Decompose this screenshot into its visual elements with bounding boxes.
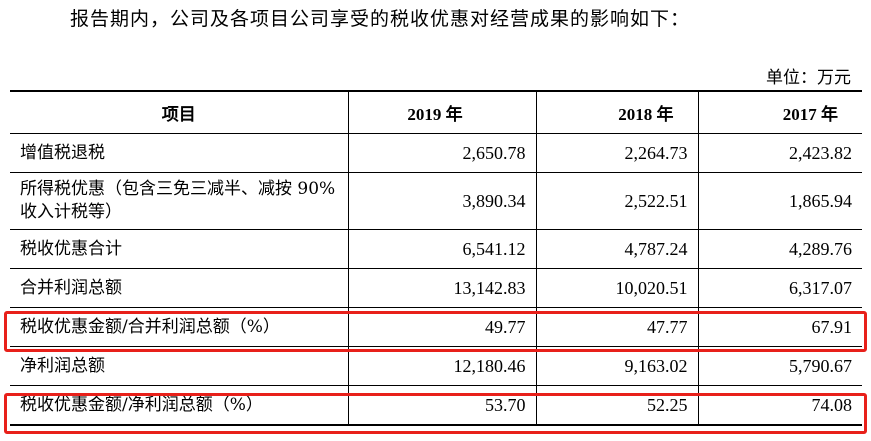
- header-2018: 2018 年: [535, 90, 698, 134]
- intro-paragraph: 报告期内，公司及各项目公司享受的税收优惠对经营成果的影响如下：: [70, 8, 691, 30]
- unit-label: 单位：万元: [766, 68, 851, 88]
- value-2018: 10,020.51: [535, 268, 698, 308]
- table-row: 所得税优惠（包含三免三减半、减按 90%收入计税等） 3,890.34 2,52…: [10, 172, 862, 230]
- value-2018: 47.77: [535, 307, 698, 347]
- header-2019: 2019 年: [347, 90, 536, 134]
- row-label: 合并利润总额: [10, 268, 348, 308]
- row-label: 税收优惠合计: [10, 229, 348, 269]
- table-row-highlighted: 税收优惠金额/合并利润总额（%） 49.77 47.77 67.91: [10, 307, 862, 347]
- value-2017: 6,317.07: [697, 268, 862, 308]
- header-item: 项目: [10, 90, 348, 134]
- table-row: 净利润总额 12,180.46 9,163.02 5,790.67: [10, 346, 862, 386]
- value-2019: 49.77: [347, 307, 536, 347]
- value-2017: 4,289.76: [697, 229, 862, 269]
- value-2017: 74.08: [697, 385, 862, 426]
- value-2018: 2,264.73: [535, 133, 698, 173]
- row-label: 所得税优惠（包含三免三减半、减按 90%收入计税等）: [10, 172, 348, 230]
- table-row: 增值税退税 2,650.78 2,264.73 2,423.82: [10, 133, 862, 173]
- value-2018: 4,787.24: [535, 229, 698, 269]
- value-2019: 13,142.83: [347, 268, 536, 308]
- value-2017: 2,423.82: [697, 133, 862, 173]
- value-2019: 53.70: [347, 385, 536, 426]
- value-2017: 5,790.67: [697, 346, 862, 386]
- row-label: 税收优惠金额/净利润总额（%）: [10, 385, 348, 426]
- table-header-row: 项目 2019 年 2018 年 2017 年: [10, 90, 862, 134]
- value-2019: 12,180.46: [347, 346, 536, 386]
- table-row: 合并利润总额 13,142.83 10,020.51 6,317.07: [10, 268, 862, 308]
- row-label: 净利润总额: [10, 346, 348, 386]
- tax-incentive-table: 项目 2019 年 2018 年 2017 年 增值税退税 2,650.78 2…: [10, 90, 862, 426]
- value-2019: 3,890.34: [347, 172, 536, 230]
- row-label: 增值税退税: [10, 133, 348, 173]
- value-2018: 52.25: [535, 385, 698, 426]
- value-2017: 1,865.94: [697, 172, 862, 230]
- value-2019: 2,650.78: [347, 133, 536, 173]
- value-2018: 9,163.02: [535, 346, 698, 386]
- value-2019: 6,541.12: [347, 229, 536, 269]
- value-2017: 67.91: [697, 307, 862, 347]
- table-row-highlighted: 税收优惠金额/净利润总额（%） 53.70 52.25 74.08: [10, 385, 862, 426]
- header-2017: 2017 年: [697, 90, 862, 134]
- table-row: 税收优惠合计 6,541.12 4,787.24 4,289.76: [10, 229, 862, 269]
- value-2018: 2,522.51: [535, 172, 698, 230]
- row-label: 税收优惠金额/合并利润总额（%）: [10, 307, 348, 347]
